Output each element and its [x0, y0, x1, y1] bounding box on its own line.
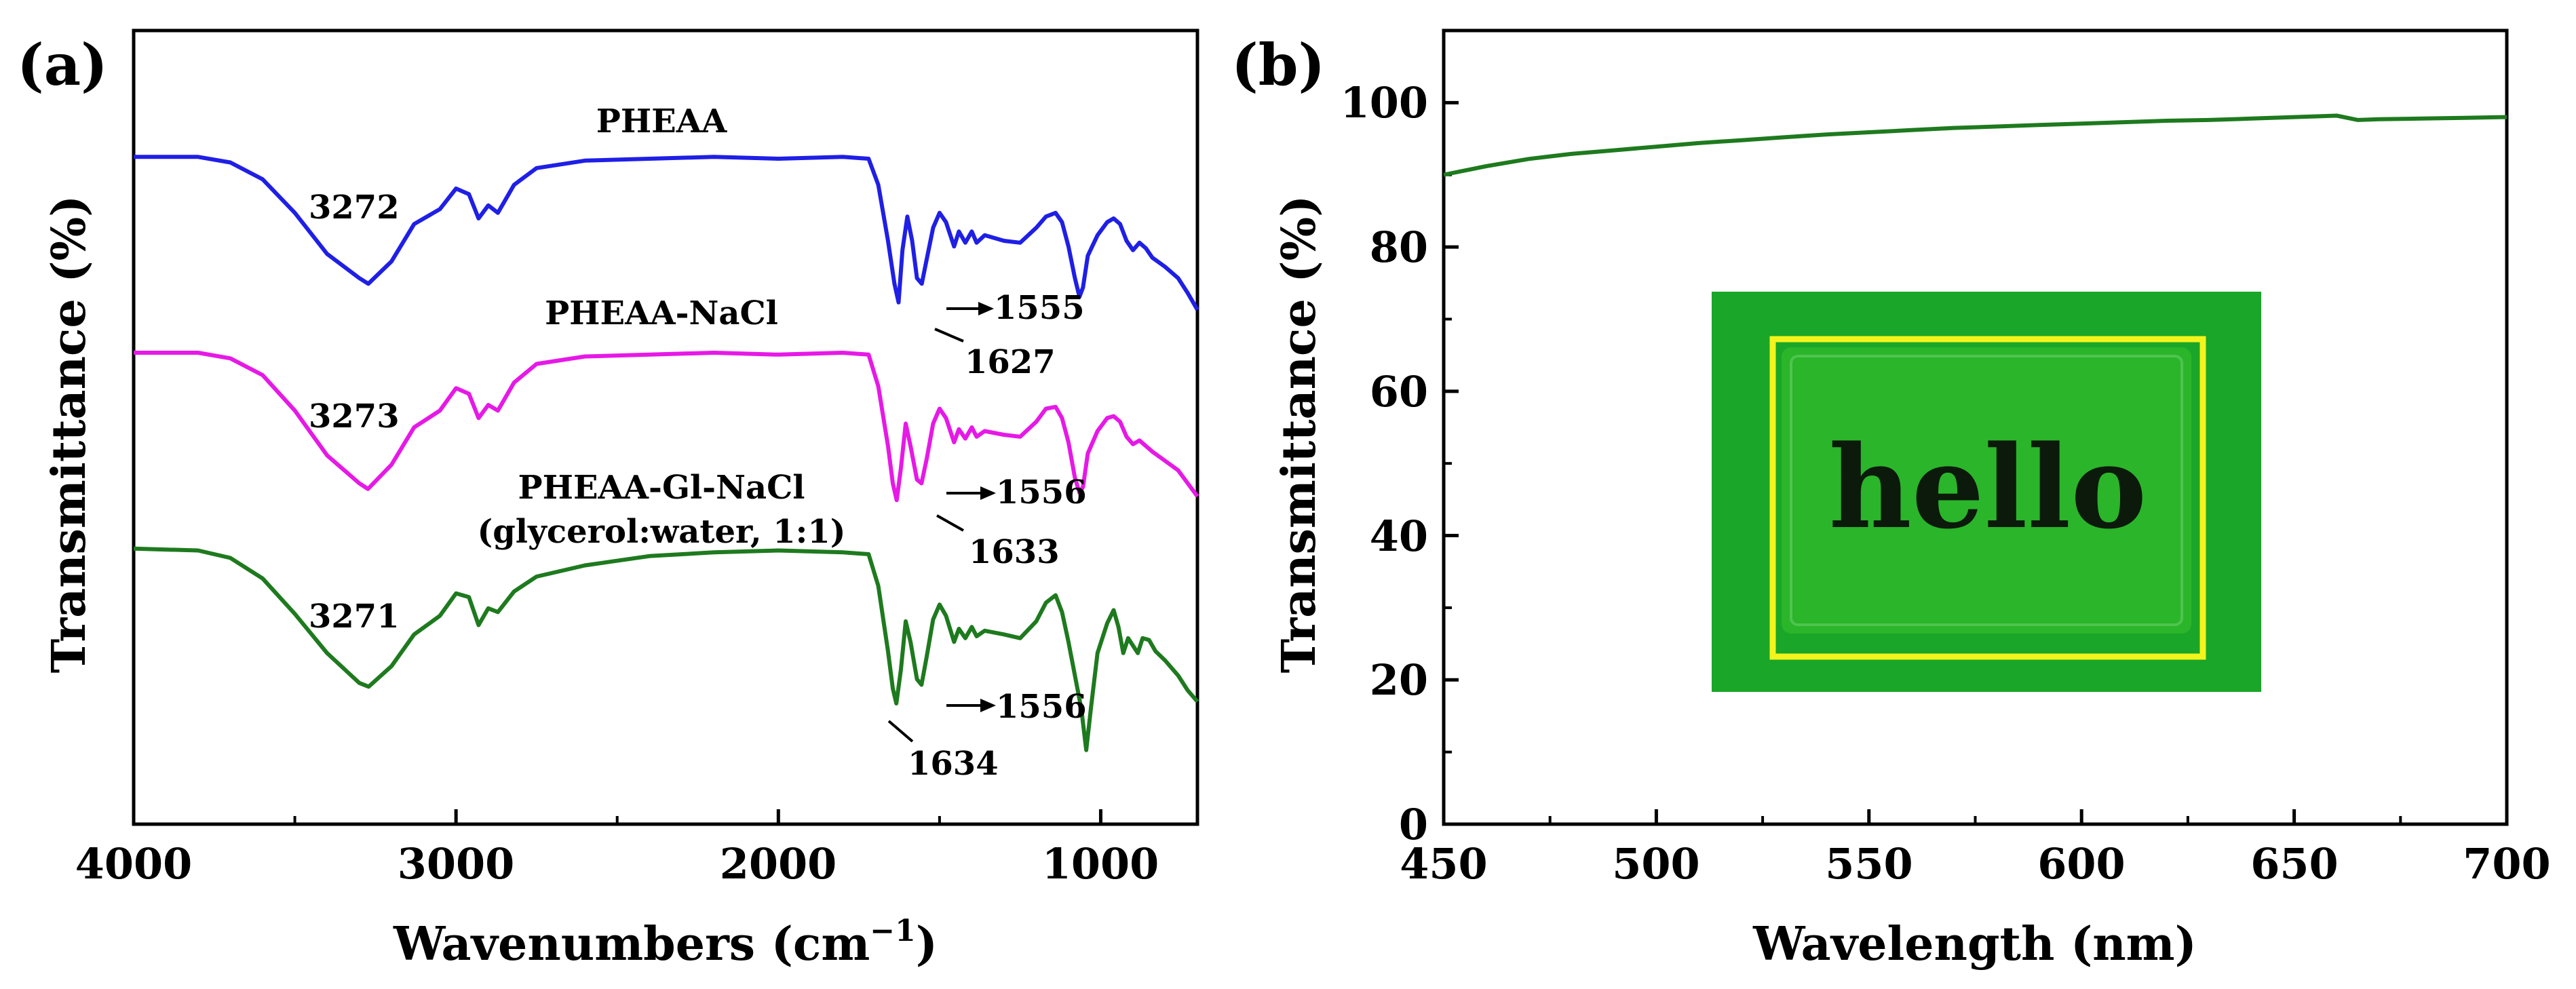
panel-b-y-tick-label: 20	[1370, 655, 1428, 705]
panel-b: (b) 450 500 550 600 650 700 0 20 40 60 8…	[1231, 28, 2551, 971]
panel-b-x-tick-label: 700	[2463, 839, 2550, 889]
peak-label: 1627	[965, 343, 1056, 381]
yellow-frame	[1769, 336, 2206, 660]
peak-label: 1556	[996, 688, 1087, 726]
panel-a-x-ticks	[132, 809, 1102, 824]
panel-b-x-tick-label: 600	[2037, 839, 2125, 889]
panel-a-x-axis-title: Wavenumbers (cm−1)	[393, 914, 938, 971]
panel-b-series	[1443, 113, 2507, 177]
peak-label: 3271	[309, 598, 400, 636]
panel-a-y-axis-title: Transmittance (%)	[42, 195, 96, 674]
arrow-1627	[934, 328, 964, 343]
series-label-pheaa-nacl: PHEAA-NaCl	[545, 294, 778, 332]
peak-label: 3272	[309, 189, 400, 227]
panel-a-series	[133, 155, 1199, 752]
panel-b-y-tick-label: 0	[1399, 800, 1428, 849]
panel-b-y-axis-title: Transmittance (%)	[1272, 195, 1326, 674]
panel-a-tick-label: 1000	[1042, 839, 1159, 889]
panel-a-frame	[132, 28, 1199, 826]
spectrum-line-2	[133, 546, 1199, 752]
panel-b-x-axis-title: Wavelength (nm)	[1752, 917, 2197, 971]
panel-b-y-tick-label: 40	[1370, 511, 1428, 561]
arrowhead	[980, 486, 996, 501]
peak-label: 3273	[309, 397, 400, 435]
arrowhead	[980, 698, 996, 713]
arrow-1633	[936, 514, 964, 532]
panel-a-leader-arrows	[887, 301, 996, 743]
panel-b-label: (b)	[1231, 31, 1325, 98]
panel-b-y-tick-label: 100	[1341, 78, 1428, 128]
panel-b-x-tick-label: 450	[1400, 839, 1487, 889]
inset-photo: hello	[1712, 292, 2261, 692]
panel-b-x-tick-label: 550	[1825, 839, 1912, 889]
transmittance-line	[1443, 113, 2507, 177]
spectrum-line-1	[134, 351, 1199, 503]
panel-a: (a) 4000 3000 2000 1000 Wavenumbers (cm−…	[17, 28, 1199, 971]
peak-label: 1556	[996, 473, 1087, 511]
panel-b-x-tick-label: 650	[2250, 839, 2338, 889]
hydrogel-sample	[1782, 347, 2191, 634]
hydrogel-sample-edge	[1790, 355, 2183, 626]
peak-label: 1633	[969, 533, 1060, 571]
panel-a-tick-label: 2000	[720, 839, 837, 889]
panel-a-tick-label: 3000	[398, 839, 515, 889]
peak-label: 1634	[908, 745, 999, 783]
arrowhead	[978, 301, 994, 316]
panel-b-y-tick-label: 80	[1370, 222, 1428, 272]
series-label-pheaa-gl-nacl-sub: (glycerol:water, 1:1)	[478, 513, 846, 551]
panel-a-label: (a)	[17, 31, 108, 98]
arrow-1634	[887, 720, 914, 743]
spectrum-line-0	[134, 155, 1199, 311]
panel-b-x-tick-label: 500	[1612, 839, 1699, 889]
panel-b-y-tick-label: 60	[1370, 367, 1428, 416]
peak-label: 1555	[994, 289, 1085, 327]
hello-text: hello	[1829, 420, 2147, 554]
series-label-pheaa-gl-nacl: PHEAA-Gl-NaCl	[518, 469, 805, 507]
series-label-pheaa: PHEAA	[596, 102, 727, 140]
panel-a-tick-label: 4000	[75, 839, 193, 889]
